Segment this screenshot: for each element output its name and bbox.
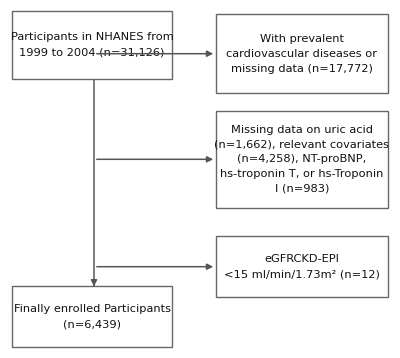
Text: <15 ml/min/1.73m² (n=12): <15 ml/min/1.73m² (n=12): [224, 269, 380, 279]
Text: missing data (n=17,772): missing data (n=17,772): [231, 63, 373, 73]
FancyBboxPatch shape: [216, 111, 388, 208]
Text: eGFRCKD-EPI: eGFRCKD-EPI: [264, 254, 340, 264]
Text: I (n=983): I (n=983): [275, 184, 329, 194]
Text: cardiovascular diseases or: cardiovascular diseases or: [226, 49, 378, 59]
Text: With prevalent: With prevalent: [260, 34, 344, 44]
Text: (n=1,662), relevant covariates: (n=1,662), relevant covariates: [214, 140, 390, 150]
Text: (n=6,439): (n=6,439): [63, 319, 121, 329]
Text: Participants in NHANES from: Participants in NHANES from: [11, 32, 173, 42]
FancyBboxPatch shape: [216, 236, 388, 297]
FancyBboxPatch shape: [12, 286, 172, 347]
FancyBboxPatch shape: [216, 14, 388, 93]
Text: Finally enrolled Participants: Finally enrolled Participants: [14, 304, 170, 314]
Text: hs-troponin T, or hs-Troponin: hs-troponin T, or hs-Troponin: [220, 169, 384, 179]
Text: Missing data on uric acid: Missing data on uric acid: [231, 125, 373, 135]
FancyBboxPatch shape: [12, 11, 172, 79]
Text: 1999 to 2004 (n=31,126): 1999 to 2004 (n=31,126): [19, 47, 165, 57]
Text: (n=4,258), NT-proBNP,: (n=4,258), NT-proBNP,: [237, 154, 367, 164]
